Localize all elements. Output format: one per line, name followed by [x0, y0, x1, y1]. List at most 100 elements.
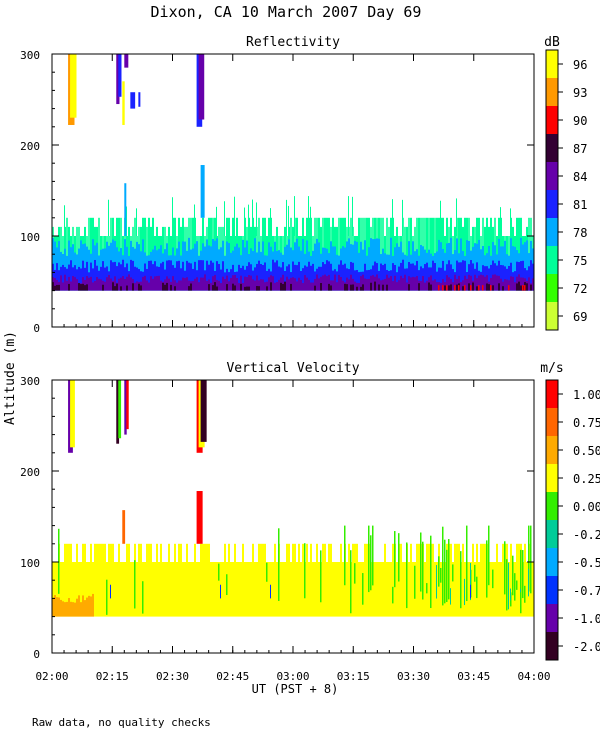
- velocity-column: [196, 562, 198, 617]
- echo-column: [330, 285, 332, 291]
- echo-column: [80, 284, 82, 291]
- echo-column: [272, 259, 274, 291]
- echo-column: [170, 260, 172, 291]
- echo-column: [112, 282, 114, 291]
- echo-column: [532, 263, 534, 291]
- echo-column: [244, 276, 246, 291]
- echo-column: [54, 241, 56, 291]
- velocity-column: [302, 543, 304, 617]
- echo-column: [384, 278, 386, 291]
- echo-column: [82, 260, 84, 291]
- velocity-column: [320, 550, 322, 603]
- echo-column: [194, 261, 196, 291]
- echo-column: [390, 237, 392, 291]
- echo-column: [322, 275, 324, 291]
- echo-column: [266, 270, 268, 291]
- echo-column: [386, 274, 388, 291]
- echo-column: [94, 281, 96, 291]
- velocity-column: [106, 579, 108, 615]
- velocity-column: [398, 533, 400, 582]
- velocity-column: [414, 565, 416, 599]
- echo-column: [334, 274, 336, 291]
- echo-column: [148, 260, 150, 291]
- velocity-column: [126, 543, 128, 617]
- echo-column: [168, 278, 170, 291]
- colorbar-label: -0.75: [573, 584, 600, 598]
- echo-column: [100, 279, 102, 291]
- velocity-column: [332, 562, 334, 617]
- plume-patch: [116, 380, 120, 444]
- echo-column: [466, 278, 468, 291]
- echo-column: [410, 217, 412, 291]
- velocity-column: [124, 562, 126, 617]
- echo-column: [456, 284, 458, 291]
- echo-column: [274, 262, 276, 291]
- echo-column: [522, 285, 524, 291]
- echo-column: [418, 217, 420, 291]
- velocity-column: [412, 562, 414, 617]
- velocity-column: [438, 556, 440, 587]
- echo-column: [106, 277, 108, 291]
- echo-column: [140, 251, 142, 291]
- velocity-column: [514, 573, 516, 601]
- echo-column: [150, 260, 152, 291]
- velocity-column: [76, 543, 78, 617]
- velocity-column: [84, 543, 86, 617]
- plume-patch: [130, 92, 136, 109]
- velocity-column: [254, 562, 256, 617]
- echo-column: [88, 277, 90, 291]
- velocity-column: [474, 562, 476, 617]
- echo-column: [368, 247, 370, 291]
- echo-column: [182, 261, 184, 291]
- velocity-column: [160, 543, 162, 617]
- velocity-column: [54, 562, 56, 617]
- colorbar-swatch: [546, 162, 558, 191]
- velocity-column: [266, 562, 268, 582]
- velocity-column: [164, 562, 166, 617]
- velocity-column: [154, 562, 156, 617]
- echo-column: [216, 206, 217, 236]
- velocity-column: [384, 543, 386, 617]
- velocity-column: [170, 562, 172, 617]
- velocity-column: [470, 584, 471, 599]
- echo-column: [114, 276, 116, 291]
- echo-column: [122, 259, 124, 291]
- echo-column: [424, 264, 426, 291]
- y-tick-label: 100: [20, 557, 40, 570]
- colorbar-label: 87: [573, 142, 587, 156]
- y-axis-label: Altitude (m): [3, 331, 18, 425]
- echo-column: [244, 247, 246, 291]
- velocity-column: [312, 562, 314, 617]
- echo-column: [342, 280, 344, 291]
- echo-column: [422, 276, 424, 291]
- echo-column: [178, 280, 180, 291]
- velocity-column: [240, 562, 242, 617]
- velocity-column: [94, 543, 96, 617]
- echo-column: [532, 278, 534, 291]
- velocity-column: [348, 543, 350, 617]
- velocity-column: [314, 562, 316, 617]
- echo-column: [252, 199, 253, 236]
- echo-column: [308, 279, 310, 291]
- velocity-column: [54, 595, 56, 617]
- echo-column: [258, 280, 260, 291]
- echo-column: [460, 282, 462, 291]
- velocity-column: [244, 562, 246, 617]
- echo-column: [292, 277, 294, 291]
- velocity-column: [264, 543, 266, 617]
- velocity-column: [520, 588, 521, 593]
- echo-column: [236, 278, 238, 291]
- echo-column: [478, 239, 480, 291]
- velocity-column: [368, 525, 370, 593]
- echo-column: [458, 275, 460, 291]
- echo-column: [270, 246, 272, 291]
- velocity-column: [72, 562, 74, 617]
- plume-patch: [122, 81, 125, 125]
- velocity-column: [294, 543, 296, 617]
- velocity-column: [226, 574, 228, 596]
- velocity-column: [138, 543, 140, 617]
- colorbar-swatch: [546, 576, 558, 605]
- echo-column: [494, 274, 496, 291]
- echo-column: [352, 262, 354, 291]
- velocity-column: [242, 543, 244, 617]
